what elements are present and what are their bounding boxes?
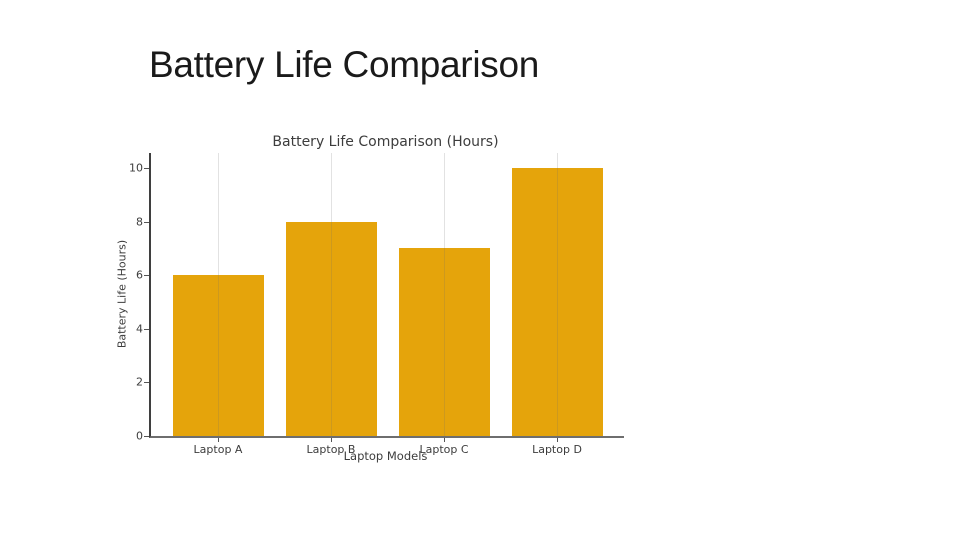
y-tick-mark <box>144 168 149 169</box>
bar-laptop-c <box>398 248 490 436</box>
chart-title: Battery Life Comparison (Hours) <box>272 134 499 150</box>
x-tick-mark <box>218 438 219 442</box>
x-tick-label: Laptop C <box>419 443 469 456</box>
y-tick-mark <box>144 382 149 384</box>
y-tick-label: 4 <box>136 322 143 336</box>
x-tick-label: Laptop B <box>306 443 356 456</box>
y-tick-label: 6 <box>136 268 143 282</box>
category-gridline <box>444 153 445 436</box>
y-tick-mark <box>144 221 149 223</box>
x-tick-mark <box>444 438 445 442</box>
y-tick-label: 8 <box>136 215 143 229</box>
bar-laptop-d <box>511 168 603 436</box>
y-tick-label: 0 <box>136 429 143 443</box>
y-tick-mark <box>144 436 149 437</box>
category-gridline <box>557 153 558 436</box>
bar-laptop-b <box>285 221 377 436</box>
bar-laptop-a <box>172 275 264 436</box>
x-tick-label: Laptop D <box>532 443 582 456</box>
category-gridline <box>218 153 219 436</box>
y-tick-mark <box>144 328 149 330</box>
x-tick-label: Laptop A <box>193 443 243 456</box>
x-axis-label: Laptop Models <box>343 449 428 463</box>
y-tick-mark <box>144 275 149 277</box>
x-tick-mark <box>331 438 332 442</box>
y-tick-label: 10 <box>129 161 143 175</box>
plot-area: Laptop A Laptop B Laptop C Laptop D 0 2 4 6 8 10 <box>129 153 624 456</box>
category-gridline <box>331 153 332 436</box>
slide-title: Battery Life Comparison <box>149 44 540 85</box>
x-tick-mark <box>557 438 558 442</box>
y-tick-label: 2 <box>136 375 143 389</box>
y-axis-label: Battery Life (Hours) <box>115 239 129 349</box>
